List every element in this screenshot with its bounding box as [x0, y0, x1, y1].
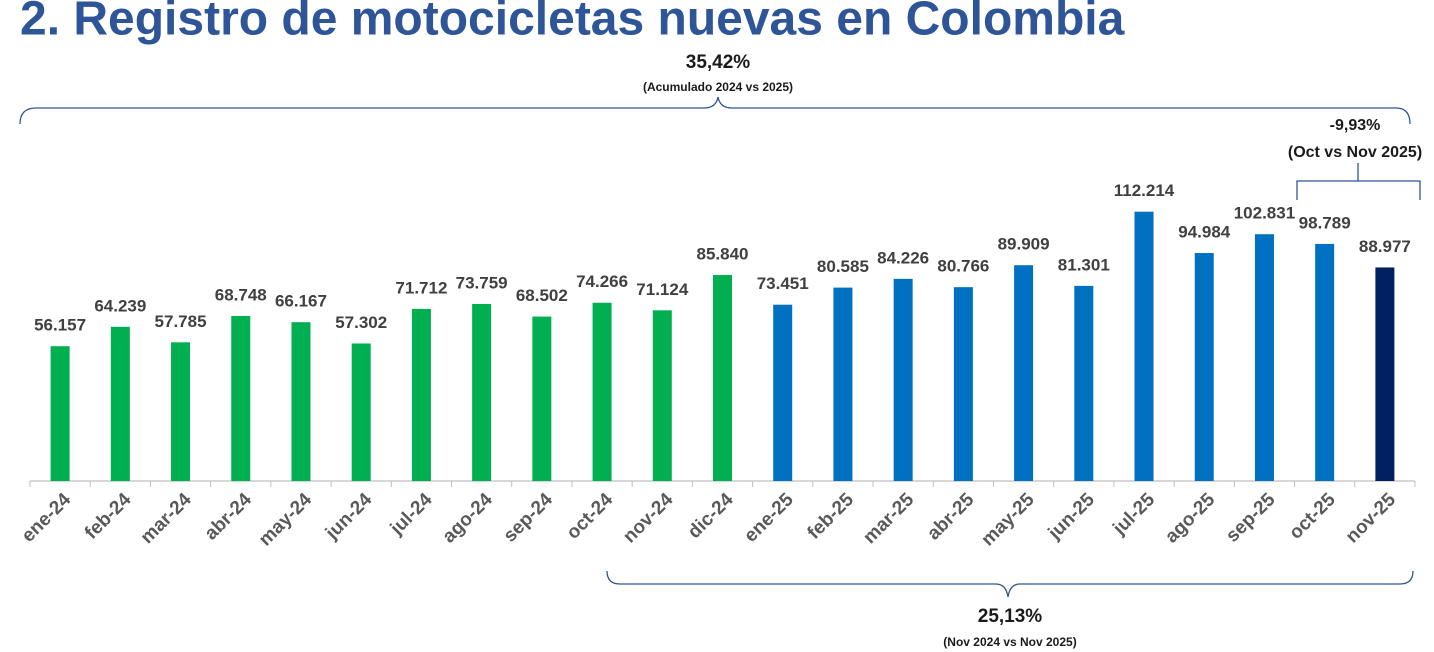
bar	[1074, 285, 1094, 481]
value-label: 80.585	[817, 257, 869, 276]
x-tick-label: nov-24	[619, 489, 677, 547]
chart-title: 2. Registro de motocicletas nuevas en Co…	[20, 0, 1125, 46]
value-label: 73.451	[757, 274, 809, 293]
value-label: 85.840	[697, 244, 749, 263]
value-label: 73.759	[456, 273, 508, 292]
x-tick-label: ago-25	[1161, 489, 1219, 547]
x-tick-label: jul-25	[1108, 489, 1159, 540]
x-tick-label: sep-25	[1222, 489, 1280, 547]
x-tick-label: jun-25	[1044, 489, 1099, 544]
bar	[592, 302, 612, 481]
bar	[291, 322, 311, 481]
value-label: 74.266	[576, 272, 628, 291]
x-tick-label: oct-24	[563, 489, 618, 544]
value-label: 71.124	[636, 280, 689, 299]
value-label: 89.909	[998, 235, 1050, 254]
bar	[1315, 243, 1335, 481]
bar	[231, 316, 251, 481]
bar	[411, 308, 431, 481]
x-tick-label: feb-24	[81, 489, 136, 544]
value-label: 112.214	[1114, 181, 1175, 200]
annotation: 25,13%	[978, 606, 1043, 627]
value-label: 80.766	[937, 257, 989, 276]
bar	[893, 278, 913, 481]
value-label: 66.167	[275, 292, 327, 311]
bar	[1254, 234, 1274, 481]
x-tick-label: ene-25	[740, 489, 798, 547]
value-label: 56.157	[34, 316, 86, 335]
bar	[652, 310, 672, 481]
x-tick-label: sep-24	[500, 489, 558, 547]
x-tick-label: ene-24	[18, 489, 76, 547]
x-tick-label: mar-24	[137, 489, 196, 548]
value-label: 81.301	[1058, 255, 1110, 274]
value-label: 57.302	[335, 313, 387, 332]
bar	[50, 346, 70, 481]
x-tick-label: oct-25	[1285, 489, 1340, 544]
bar	[833, 287, 853, 481]
value-label: 102.831	[1234, 204, 1295, 223]
value-label: 64.239	[94, 296, 146, 315]
bar	[171, 342, 191, 481]
x-tick-label: nov-25	[1342, 489, 1400, 547]
bar	[1014, 265, 1034, 481]
bar	[713, 274, 732, 481]
bar	[532, 316, 552, 481]
bracket	[606, 570, 1414, 598]
x-tick-label: may-24	[255, 489, 316, 550]
x-tick-label: feb-25	[804, 489, 859, 544]
bracket	[19, 96, 1411, 125]
annotation: 35,42%	[686, 52, 751, 73]
x-tick-label: abr-24	[201, 489, 256, 544]
value-label: 98.789	[1299, 213, 1351, 232]
value-label: 84.226	[877, 248, 929, 267]
x-tick-label: dic-24	[684, 489, 738, 543]
x-tick-label: ago-24	[439, 489, 497, 547]
bar	[472, 303, 492, 481]
annotation: (Acumulado 2024 vs 2025)	[643, 80, 793, 94]
bar	[953, 287, 973, 481]
value-label: 57.785	[155, 312, 207, 331]
bar	[773, 304, 793, 481]
x-tick-label: may-25	[978, 489, 1039, 550]
x-tick-label: abr-25	[923, 489, 978, 544]
bar	[1375, 267, 1395, 481]
annotation: -9,93%	[1330, 117, 1381, 134]
value-label: 68.502	[516, 286, 568, 305]
bracket	[1296, 163, 1421, 200]
x-tick-label: mar-25	[859, 489, 918, 548]
bar	[1194, 253, 1214, 481]
bar	[351, 343, 371, 481]
value-label: 71.712	[395, 278, 447, 297]
bar	[1134, 211, 1154, 481]
x-tick-label: jun-24	[321, 489, 376, 544]
value-label: 68.748	[215, 285, 267, 304]
bar	[110, 326, 130, 481]
value-label: 94.984	[1178, 223, 1231, 242]
value-label: 88.977	[1359, 237, 1411, 256]
annotation: (Nov 2024 vs Nov 2025)	[943, 635, 1076, 649]
x-tick-label: jul-24	[386, 489, 437, 540]
annotation: (Oct vs Nov 2025)	[1288, 144, 1422, 161]
